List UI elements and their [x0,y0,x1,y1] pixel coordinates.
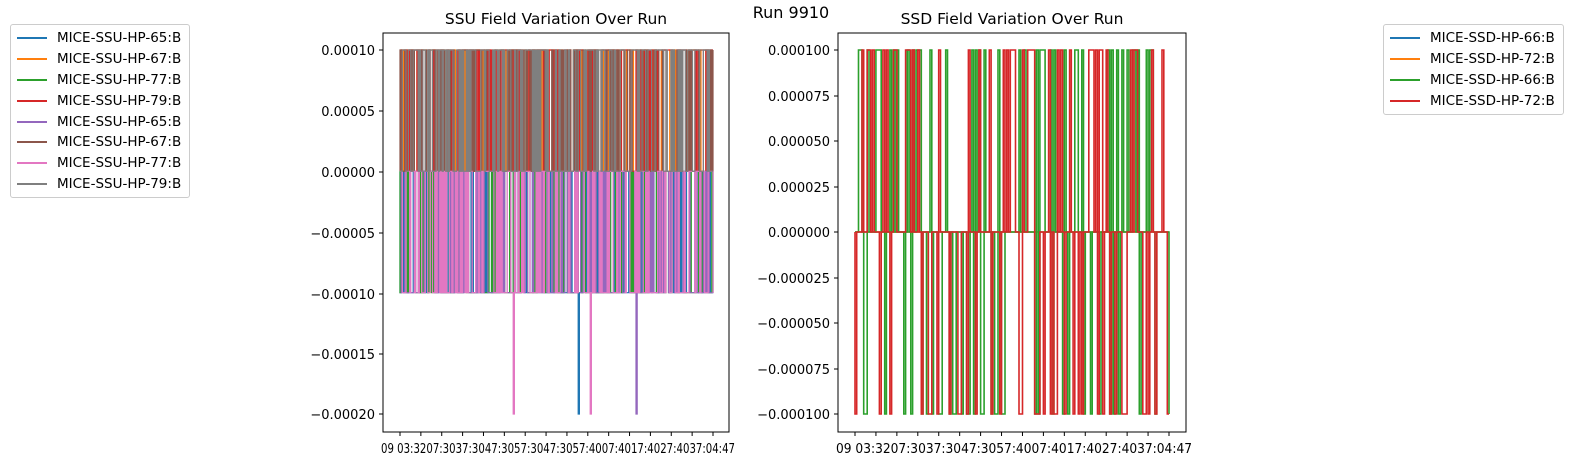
series-line-6 [400,170,714,415]
legend-entry: MICE-SSU-HP-67:B [17,132,181,153]
legend-label: MICE-SSU-HP-65:B [57,30,182,47]
y-tick-label: 0.000075 [768,90,830,105]
y-tick-label: −0.00005 [310,227,375,242]
legend-entry: MICE-SSD-HP-72:B [1390,90,1555,111]
y-tick-label: 0.000100 [768,44,830,59]
y-tick-label: −0.00010 [310,288,375,303]
chart-panel-ssu: 0.00010 0.00005 0.00000 −0.00005 −0.00010 −0.… [310,10,735,457]
legend-swatch [1390,78,1420,81]
legend-label: MICE-SSD-HP-66:B [1430,30,1555,47]
ssu-legend: MICE-SSU-HP-65:B MICE-SSU-HP-67:B MICE-SSU… [10,24,191,199]
legend-label: MICE-SSU-HP-79:B [57,92,182,109]
legend-label: MICE-SSU-HP-67:B [57,134,182,151]
legend-label: MICE-SSU-HP-77:B [57,71,182,88]
legend-entry: MICE-SSU-HP-77:B [17,153,181,174]
y-tick-label: 0.000000 [768,226,830,241]
y-tick-label: −0.000025 [757,272,830,287]
legend-label: MICE-SSD-HP-72:B [1430,51,1555,68]
chart-panel-ssd: 0.000100 0.000075 0.000050 0.000025 0.000000… [757,10,1192,457]
legend-swatch [17,58,47,61]
ssd-legend: MICE-SSD-HP-66:B MICE-SSD-HP-72:B MICE-SSD… [1383,24,1564,116]
legend-label: MICE-SSU-HP-79:B [57,175,182,192]
legend-label: MICE-SSU-HP-67:B [57,51,182,68]
legend-entry: MICE-SSD-HP-66:B [1390,28,1555,49]
y-tick-label: 0.00005 [321,105,375,120]
legend-swatch [17,78,47,81]
chart-title: SSD Field Variation Over Run [901,10,1124,28]
legend-entry: MICE-SSD-HP-72:B [1390,49,1555,70]
legend-swatch [17,141,47,144]
legend-swatch [17,120,47,123]
legend-entry: MICE-SSU-HP-67:B [17,49,181,70]
legend-entry: MICE-SSU-HP-77:B [17,70,181,91]
x-tick-labels: 09 03:3207:3037:3047:3057:3047:3057:4007… [381,442,735,457]
legend-label: MICE-SSU-HP-77:B [57,155,182,172]
legend-swatch [17,162,47,165]
y-tick-label: 0.000050 [768,135,830,150]
y-tick-label: −0.000075 [757,363,830,378]
legend-swatch [1390,37,1420,40]
chart-title: SSU Field Variation Over Run [445,10,667,28]
series-line-3 [854,49,1169,415]
y-tick-label: −0.00020 [310,408,375,423]
legend-swatch [1390,99,1420,102]
plot-area [399,49,714,415]
legend-entry: MICE-SSU-HP-65:B [17,111,181,132]
y-tick-label: −0.00015 [310,348,375,363]
legend-swatch [17,37,47,40]
legend-entry: MICE-SSU-HP-79:B [17,90,181,111]
y-tick-label: 0.00000 [321,166,375,181]
y-tick-label: 0.00010 [321,44,375,59]
y-tick-label: 0.000025 [768,181,830,196]
legend-swatch [17,99,47,102]
series-line-7 [400,49,713,172]
legend-swatch [17,182,47,185]
legend-swatch [1390,58,1420,61]
legend-entry: MICE-SSU-HP-79:B [17,174,181,195]
y-tick-label: −0.000100 [757,408,830,423]
legend-entry: MICE-SSU-HP-65:B [17,28,181,49]
legend-entry: MICE-SSD-HP-66:B [1390,70,1555,91]
plot-area [854,49,1170,415]
x-tick-labels: 09 03:3207:3037:3047:3057:4007:4017:4027… [836,442,1192,457]
legend-label: MICE-SSD-HP-72:B [1430,92,1555,109]
y-tick-label: −0.000050 [757,317,830,332]
legend-label: MICE-SSU-HP-65:B [57,113,182,130]
legend-label: MICE-SSD-HP-66:B [1430,71,1555,88]
figure-suptitle: Run 9910 [752,3,830,22]
